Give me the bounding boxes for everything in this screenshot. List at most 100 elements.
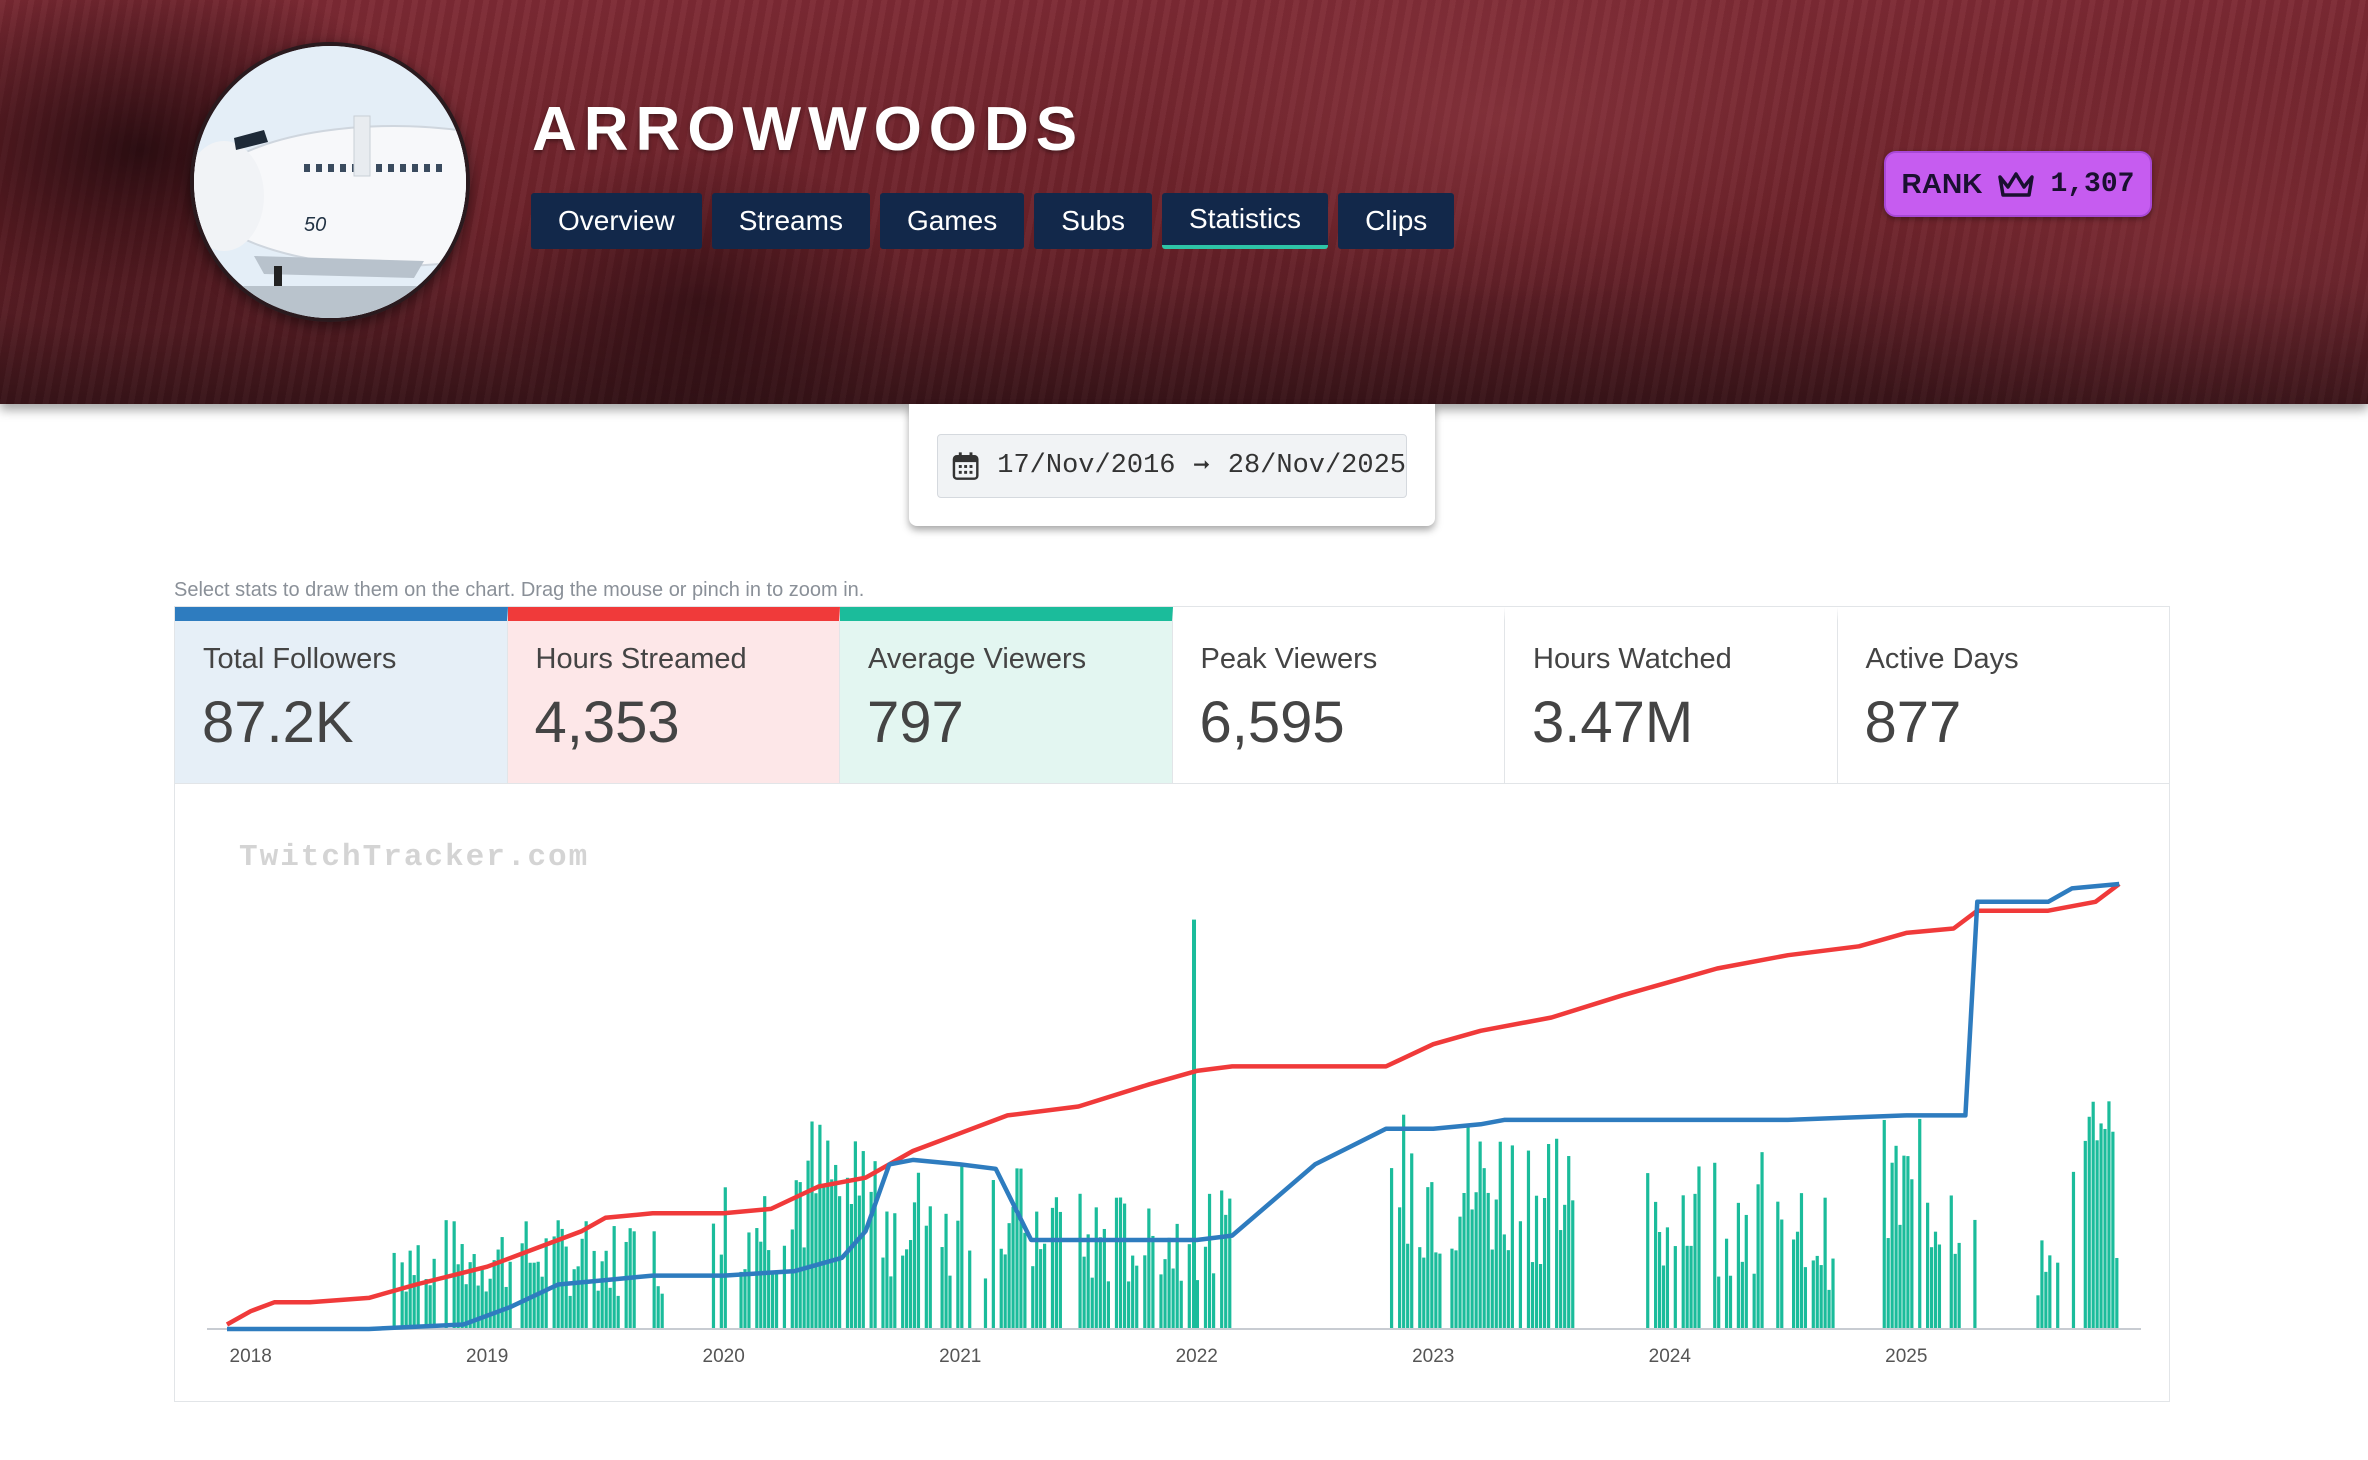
viewer-bar bbox=[1228, 1198, 1232, 1329]
viewer-bar bbox=[2036, 1295, 2040, 1329]
viewer-bar bbox=[508, 1261, 512, 1329]
viewer-bar bbox=[564, 1246, 568, 1329]
viewer-bar bbox=[739, 1271, 743, 1329]
viewer-bar bbox=[798, 1182, 802, 1329]
tab-clips[interactable]: Clips bbox=[1338, 193, 1455, 249]
viewer-bar bbox=[1689, 1245, 1693, 1329]
date-range-picker[interactable]: 17/Nov/2016 ➞ 28/Nov/2025 bbox=[937, 434, 1407, 498]
viewer-bar bbox=[1724, 1238, 1729, 1329]
viewer-bar bbox=[806, 1160, 810, 1329]
tab-games[interactable]: Games bbox=[879, 193, 1025, 249]
viewer-bar bbox=[838, 1196, 842, 1329]
viewer-bar bbox=[1803, 1267, 1808, 1329]
viewer-bar bbox=[1906, 1156, 1910, 1329]
profile-banner: 50 ARROWWOODS Overview Streams Games Sub… bbox=[0, 0, 2368, 404]
x-tick-label: 2020 bbox=[703, 1346, 745, 1367]
viewer-bar bbox=[830, 1179, 834, 1329]
tab-streams[interactable]: Streams bbox=[711, 193, 870, 249]
arrow-right-icon: ➞ bbox=[1193, 452, 1210, 483]
viewer-bar bbox=[1118, 1197, 1123, 1329]
viewer-bar bbox=[1902, 1155, 1906, 1329]
tab-statistics[interactable]: Statistics bbox=[1162, 193, 1329, 249]
viewer-bar bbox=[861, 1151, 865, 1329]
x-tick-label: 2025 bbox=[1885, 1346, 1927, 1367]
viewer-bar bbox=[1815, 1255, 1819, 1329]
stat-value: 797 bbox=[867, 690, 964, 755]
viewer-bar bbox=[616, 1295, 620, 1329]
viewer-bar bbox=[1462, 1192, 1466, 1329]
viewer-bar bbox=[1054, 1197, 1059, 1329]
viewer-bar bbox=[1418, 1247, 1422, 1329]
viewer-bar bbox=[556, 1220, 560, 1329]
tab-subs[interactable]: Subs bbox=[1034, 193, 1153, 249]
chart-hint: Select stats to draw them on the chart. … bbox=[174, 579, 865, 601]
viewer-bar bbox=[1082, 1256, 1086, 1329]
viewer-bar bbox=[1744, 1214, 1748, 1329]
viewer-bar bbox=[901, 1255, 905, 1329]
viewer-bar bbox=[944, 1213, 948, 1329]
viewer-bar bbox=[1003, 1254, 1007, 1329]
viewer-bar bbox=[771, 1273, 775, 1329]
viewer-bar bbox=[991, 1180, 995, 1329]
chart-watermark: TwitchTracker.com bbox=[239, 840, 590, 875]
viewer-bar bbox=[1039, 1249, 1043, 1329]
stat-label: Hours Streamed bbox=[535, 643, 747, 675]
viewer-bar bbox=[1090, 1277, 1094, 1329]
viewer-bar bbox=[592, 1250, 596, 1329]
viewer-bar bbox=[1494, 1199, 1498, 1329]
viewer-bar bbox=[873, 1161, 877, 1329]
viewer-bar bbox=[1450, 1248, 1454, 1329]
viewer-bar bbox=[540, 1276, 544, 1329]
viewer-bar bbox=[1791, 1239, 1796, 1329]
viewer-bar bbox=[1402, 1114, 1406, 1329]
chart-canvas[interactable]: 2018 2019 2020 2021 2022 2023 2024 2025 bbox=[175, 784, 2171, 1402]
viewer-bar bbox=[1654, 1201, 1658, 1329]
stat-value: 4,353 bbox=[534, 690, 680, 755]
rank-label: RANK bbox=[1901, 168, 1983, 199]
stat-hours-watched[interactable]: Hours Watched 3.47M bbox=[1505, 607, 1838, 783]
viewer-bar bbox=[1167, 1237, 1171, 1329]
tab-overview[interactable]: Overview bbox=[531, 193, 702, 249]
viewer-bar bbox=[1106, 1281, 1110, 1329]
viewer-bar bbox=[1831, 1258, 1835, 1329]
crown-icon bbox=[1998, 172, 2035, 197]
stat-total-followers[interactable]: Total Followers 87.2K bbox=[175, 607, 508, 783]
viewer-bar bbox=[1410, 1153, 1414, 1329]
viewer-bar bbox=[767, 1250, 771, 1329]
viewer-bar bbox=[912, 1202, 917, 1329]
stat-peak-viewers[interactable]: Peak Viewers 6,595 bbox=[1173, 607, 1505, 783]
viewer-bar bbox=[2107, 1101, 2111, 1329]
viewer-bar bbox=[492, 1260, 496, 1329]
viewer-bar bbox=[468, 1262, 472, 1329]
viewer-bar bbox=[893, 1213, 897, 1329]
viewer-bar bbox=[1780, 1219, 1784, 1329]
viewer-bar bbox=[940, 1247, 944, 1329]
stat-label: Total Followers bbox=[203, 643, 397, 675]
viewer-bar bbox=[1398, 1207, 1402, 1329]
date-range-card: 17/Nov/2016 ➞ 28/Nov/2025 bbox=[909, 404, 1435, 526]
stat-label: Average Viewers bbox=[868, 643, 1087, 675]
viewer-bar bbox=[444, 1220, 448, 1329]
viewer-bar bbox=[794, 1180, 798, 1329]
stat-label: Active Days bbox=[1865, 643, 2019, 675]
viewer-bar bbox=[1518, 1221, 1523, 1329]
viewer-bar bbox=[1546, 1144, 1551, 1329]
viewer-bar bbox=[1567, 1156, 1571, 1329]
viewer-bar bbox=[755, 1228, 759, 1329]
date-range-end: 28/Nov/2025 bbox=[1227, 451, 1406, 481]
stat-active-days[interactable]: Active Days 877 bbox=[1838, 607, 2170, 783]
stat-hours-streamed[interactable]: Hours Streamed 4,353 bbox=[507, 607, 840, 783]
stats-chart[interactable]: TwitchTracker.com 2018 2019 2020 2021 2022 20… bbox=[174, 784, 2170, 1402]
viewer-bar bbox=[604, 1250, 608, 1329]
viewer-bar bbox=[1559, 1230, 1563, 1329]
stat-average-viewers[interactable]: Average Viewers 797 bbox=[840, 607, 1173, 783]
avatar[interactable]: 50 bbox=[190, 42, 470, 322]
viewer-bar bbox=[1657, 1231, 1662, 1329]
viewer-bar bbox=[584, 1221, 588, 1329]
rank-badge[interactable]: RANK 1,307 bbox=[1884, 151, 2152, 217]
viewer-bar bbox=[2099, 1123, 2103, 1329]
viewer-bar bbox=[1023, 1232, 1027, 1329]
viewer-bar bbox=[1482, 1168, 1486, 1329]
viewer-bar bbox=[496, 1249, 500, 1329]
viewer-bar bbox=[928, 1206, 932, 1329]
